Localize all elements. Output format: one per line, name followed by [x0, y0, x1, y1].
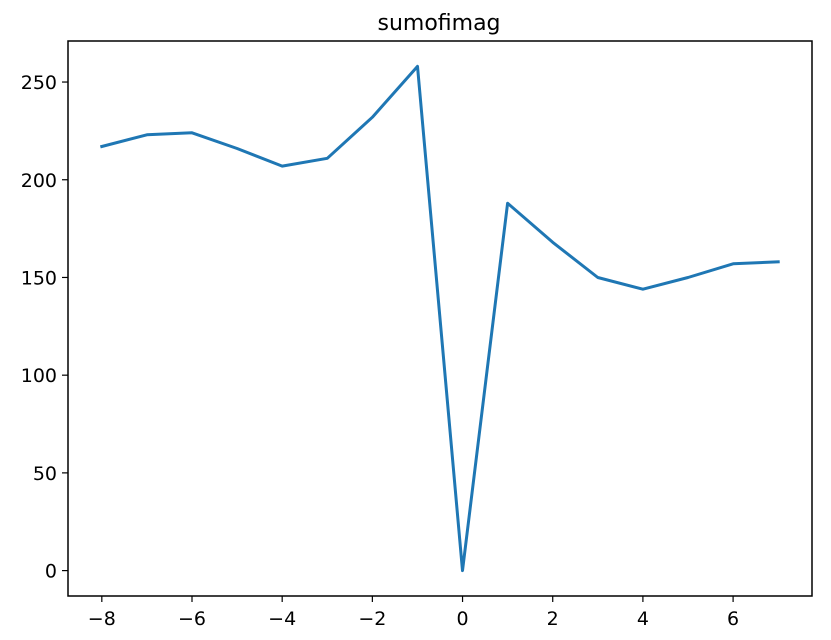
axes-frame [67, 40, 813, 597]
chart-title: sumofimag [377, 11, 500, 36]
x-tick-label: 2 [547, 608, 559, 630]
x-tick-label: 4 [637, 608, 649, 630]
y-tick-label: 250 [21, 72, 57, 94]
y-tick-label: 200 [21, 170, 57, 192]
x-tick-label: −2 [358, 608, 386, 630]
y-tick-label: 0 [45, 561, 57, 583]
y-tick-label: 150 [21, 267, 57, 289]
y-axis: 0 50 100 150 200 250 [21, 72, 68, 583]
x-tick-label: −8 [88, 608, 116, 630]
x-axis: −8 −6 −4 −2 0 2 4 6 [88, 596, 739, 630]
series-line-0 [99, 64, 780, 573]
y-tick-label: 50 [33, 463, 57, 485]
plot-area [99, 64, 780, 573]
x-tick-label: 0 [456, 608, 468, 630]
x-tick-label: 6 [727, 608, 739, 630]
x-tick-label: −4 [268, 608, 296, 630]
x-tick-label: −6 [178, 608, 206, 630]
y-tick-label: 100 [21, 365, 57, 387]
